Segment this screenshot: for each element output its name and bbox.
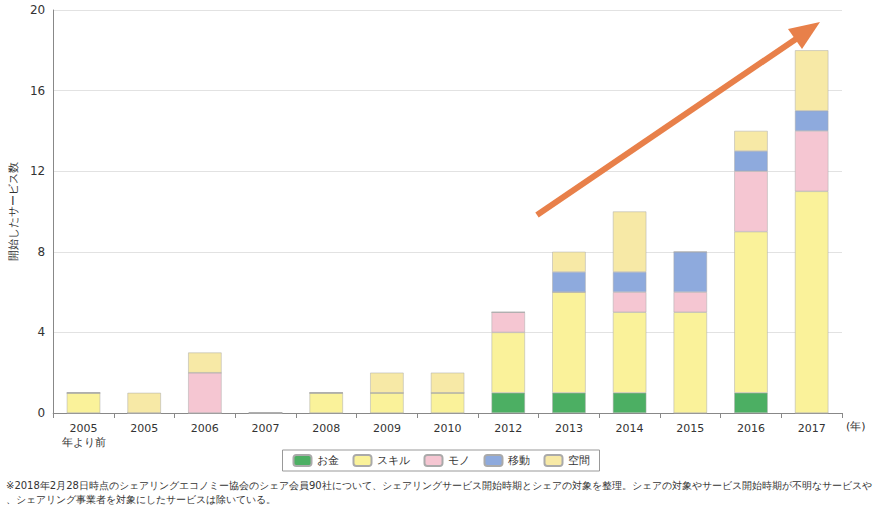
svg-text:開始したサービス数: 開始したサービス数 xyxy=(7,162,20,261)
svg-text:16: 16 xyxy=(30,84,45,98)
svg-text:2014: 2014 xyxy=(616,422,644,435)
svg-text:2005: 2005 xyxy=(130,422,158,435)
svg-text:2013: 2013 xyxy=(555,422,583,435)
svg-text:2006: 2006 xyxy=(191,422,219,435)
svg-text:スキル: スキル xyxy=(377,454,410,467)
svg-text:※2018年2月28日時点のシェアリングエコノミー協会のシェ: ※2018年2月28日時点のシェアリングエコノミー協会のシェア会員90社について… xyxy=(6,480,872,491)
svg-text:8: 8 xyxy=(38,245,46,259)
svg-text:、シェアリング事業者を対象にしたサービスは除いている。: 、シェアリング事業者を対象にしたサービスは除いている。 xyxy=(6,494,276,505)
svg-text:2009: 2009 xyxy=(373,422,401,435)
svg-text:年より前: 年より前 xyxy=(62,436,106,449)
svg-text:20: 20 xyxy=(30,3,45,17)
svg-text:2012: 2012 xyxy=(494,422,522,435)
svg-text:0: 0 xyxy=(38,406,46,420)
svg-text:2017: 2017 xyxy=(798,422,826,435)
svg-text:2007: 2007 xyxy=(252,422,280,435)
svg-text:2010: 2010 xyxy=(434,422,462,435)
svg-text:移動: 移動 xyxy=(508,454,530,467)
svg-text:お金: お金 xyxy=(317,454,339,467)
svg-text:2008: 2008 xyxy=(312,422,340,435)
svg-text:4: 4 xyxy=(38,325,46,339)
svg-text:モノ: モノ xyxy=(448,454,470,467)
svg-text:2016: 2016 xyxy=(737,422,765,435)
svg-text:12: 12 xyxy=(30,164,45,178)
svg-text:2005: 2005 xyxy=(70,422,98,435)
svg-text:空間: 空間 xyxy=(568,454,590,467)
svg-text:2015: 2015 xyxy=(676,422,704,435)
svg-text:(年): (年) xyxy=(846,420,866,433)
